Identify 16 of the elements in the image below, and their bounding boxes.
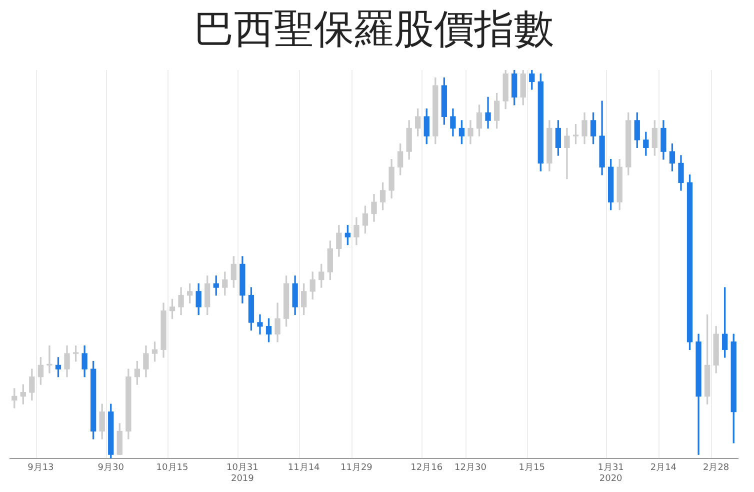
candlestick <box>257 314 263 334</box>
candlestick <box>46 345 52 374</box>
x-tick-label: 2月28 <box>702 463 730 474</box>
x-tick-label: 10月31 2019 <box>226 463 258 484</box>
x-tick-label: 12月30 <box>454 463 487 474</box>
x-tick-label: 11月29 <box>340 463 373 474</box>
x-tick-label: 1月31 2020 <box>598 463 624 484</box>
x-tick-label: 9月30 <box>98 463 124 474</box>
x-tick-label: 1月15 <box>518 463 545 474</box>
x-tick-label: 12月16 <box>410 463 443 474</box>
x-tick-label: 2月14 <box>650 463 677 474</box>
x-tick-label: 9月13 <box>28 463 54 474</box>
x-tick-label: 10月15 <box>156 463 188 474</box>
candlestick <box>564 128 570 180</box>
x-tick-label: 11月14 <box>288 463 320 474</box>
chart-title: 巴西聖保羅股價指數 <box>194 6 554 52</box>
